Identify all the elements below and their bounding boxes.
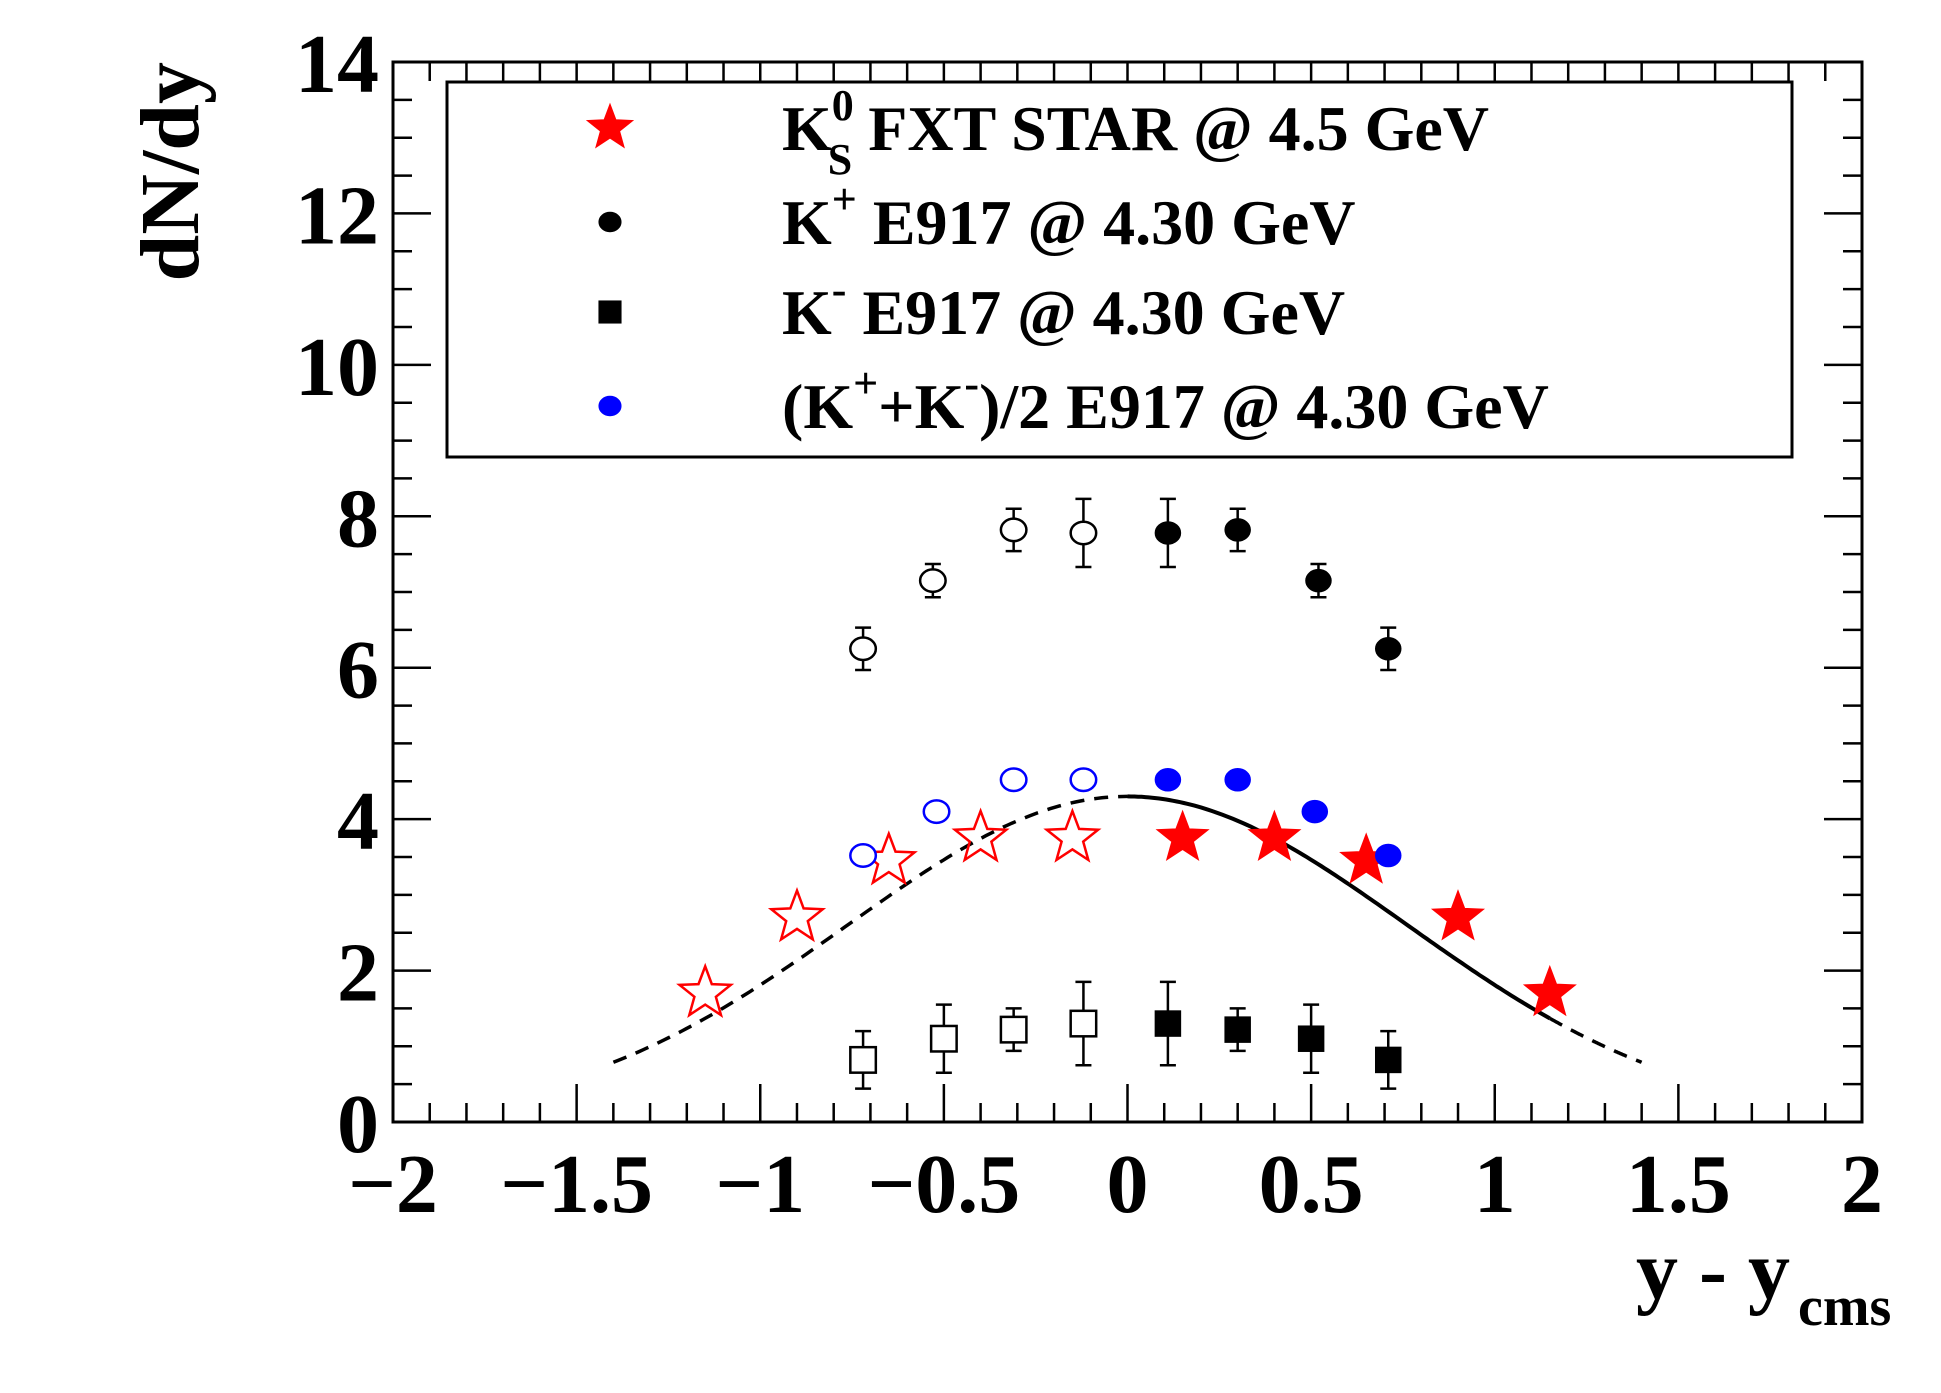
fit-curve-solid [1127,794,1551,1021]
data-point-kminus [1374,1046,1402,1074]
data-point-kplus [1154,521,1182,545]
data-point-ks0 [1522,964,1577,1017]
legend-marker-kminus [598,300,622,324]
fit-curve [612,794,1643,1064]
series-ks0 [676,807,1577,1019]
x-tick-label: −0.5 [867,1138,1020,1231]
x-tick-label: 0 [1107,1138,1149,1231]
legend-label-kavg: (K++K-)/2 E917 @ 4.30 GeV [782,359,1549,442]
data-point-kminus [929,1024,958,1053]
data-points [676,497,1577,1090]
data-point-ks0 [951,807,1010,863]
y-tick-label: 10 [295,321,379,414]
legend-marker-kplus [598,211,622,233]
legend-marker-kavg [598,395,622,417]
data-point-ks0 [1430,889,1486,941]
data-point-kplus [918,568,947,594]
data-point-kavg [1069,767,1098,793]
legend-text-main: +K [878,371,964,442]
legend-label-kplus: K+ E917 @ 4.30 GeV [782,175,1355,258]
fit-curve-dashed [612,794,1128,1064]
data-point-kminus [999,1015,1028,1044]
legend-marker-ks0 [585,102,635,149]
legend-box [445,80,1794,459]
series-kminus [849,980,1402,1090]
legend-superscript: - [832,265,847,314]
legend-text-main: FXT STAR @ 4.5 GeV [852,93,1489,164]
legend-label-ks0: K0 S FXT STAR @ 4.5 GeV [782,81,1489,184]
fit-curve-dashed [1549,1016,1643,1064]
x-tick-label: 1 [1474,1138,1516,1231]
legend-label-kminus: K- E917 @ 4.30 GeV [782,265,1345,348]
data-point-kplus [999,517,1028,543]
legend-superscript: - [964,359,979,408]
y-tick-label: 8 [337,472,379,565]
data-point-kminus [849,1045,878,1074]
axes: −2 −1.5 −1 −0.5 0 0.5 1 1.5 2 0 2 4 6 8 10 12 14 [295,18,1883,1231]
y-tick-label: 2 [337,927,379,1020]
data-point-kavg [922,799,951,825]
x-tick-label: −1.5 [500,1138,653,1231]
x-tick-label: 1.5 [1626,1138,1731,1231]
series-kavg [849,767,1402,868]
y-tick-label: 12 [295,169,379,262]
legend-superscript: 0 [832,81,854,130]
data-point-kplus [1374,637,1402,661]
x-axis-title-main: y - y [1636,1224,1790,1317]
data-point-ks0 [676,962,735,1019]
series-kplus [849,497,1402,672]
y-tick-label: 4 [337,775,379,868]
legend-text-main: K [782,277,832,348]
legend-text-main: (K [782,371,853,442]
x-tick-label: −2 [348,1138,438,1231]
x-tick-label: 0.5 [1259,1138,1364,1231]
data-point-kavg [1154,768,1182,792]
x-axis-title: y - y [1636,1224,1790,1317]
legend-superscript: + [832,175,857,224]
legend-superscript: + [853,359,878,408]
legend-text-main: K [782,93,832,164]
data-point-kplus [849,636,878,662]
data-point-kplus [1069,520,1098,546]
data-point-ks0 [1155,809,1210,862]
x-axis-title-subscript: cms [1798,1276,1891,1338]
legend-text-main: E917 @ 4.30 GeV [857,187,1356,258]
data-point-kplus [1305,568,1332,593]
x-tick-label: −1 [715,1138,805,1231]
legend-text-main: )/2 E917 @ 4.30 GeV [979,371,1549,442]
data-point-ks0 [767,887,827,943]
y-tick-label: 0 [337,1078,379,1171]
y-axis-title: dN/dy [124,62,217,281]
data-point-kavg [1374,843,1402,868]
x-tick-label: 2 [1841,1138,1883,1231]
data-point-kavg [1301,799,1329,824]
legend-subscript: S [828,135,852,184]
data-point-kminus [1154,1010,1182,1037]
data-point-ks0 [1043,807,1102,863]
data-point-kminus [1297,1025,1325,1052]
data-point-kavg [999,767,1028,793]
data-point-ks0 [1247,809,1302,862]
data-point-kminus [1224,1016,1251,1043]
data-point-kminus [1069,1009,1098,1038]
data-point-kavg [1224,768,1251,792]
y-tick-label: 14 [295,18,379,111]
data-point-kplus [1224,518,1251,542]
legend-text-main: E917 @ 4.30 GeV [846,277,1345,348]
legend-text-main: K [782,187,832,258]
data-point-kavg [849,842,878,868]
y-tick-label: 6 [337,624,379,717]
